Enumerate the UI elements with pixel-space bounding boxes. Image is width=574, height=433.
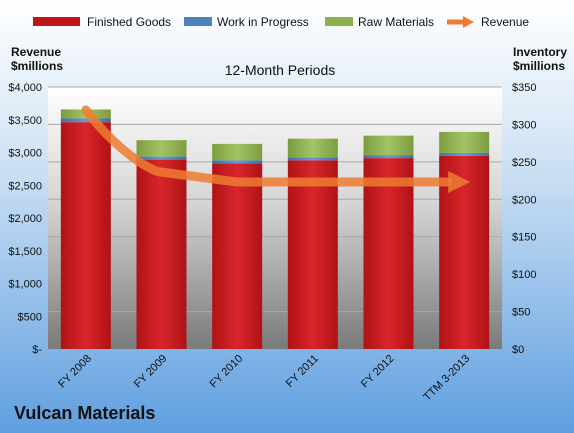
right-tick-label: $350	[512, 82, 536, 94]
left-tick-label: $1,000	[8, 279, 42, 291]
revenue-line	[81, 105, 471, 193]
right-tick-label: $50	[512, 307, 530, 319]
bar-finished-goods	[287, 160, 338, 349]
company-name: Vulcan Materials	[14, 403, 156, 423]
bar-raw-materials	[136, 140, 187, 157]
legend-label-raw-materials: Raw Materials	[358, 15, 434, 29]
bar-finished-goods	[212, 163, 263, 349]
bar-raw-materials	[363, 135, 414, 156]
bar-finished-goods	[136, 159, 187, 349]
right-axis-label-units: $millions	[513, 59, 565, 73]
bar-finished-goods	[439, 155, 490, 349]
bar-raw-materials	[439, 131, 490, 153]
right-axis-ticks: $0 $50 $100 $150 $200 $250 $300 $350	[512, 82, 536, 356]
plot-area	[48, 87, 502, 349]
right-axis-label: Inventory	[513, 45, 567, 59]
bar-work-in-progress	[212, 160, 263, 164]
right-tick-label: $0	[512, 344, 524, 356]
left-tick-label: $3,500	[8, 115, 42, 127]
right-tick-label: $100	[512, 269, 536, 281]
bar-finished-goods	[363, 158, 414, 349]
legend-swatch-revenue	[447, 16, 474, 28]
chart-title: 12-Month Periods	[225, 62, 336, 78]
legend-label-work-in-progress: Work in Progress	[217, 15, 309, 29]
bar-work-in-progress	[439, 152, 490, 156]
bars	[60, 109, 490, 349]
legend-label-finished-goods: Finished Goods	[87, 15, 171, 29]
bar-work-in-progress	[136, 156, 187, 160]
gridlines	[48, 86, 502, 313]
legend-label-revenue: Revenue	[481, 15, 529, 29]
left-tick-label: $3,000	[8, 148, 42, 160]
bar-finished-goods	[60, 122, 111, 349]
legend-swatch-work-in-progress	[184, 17, 212, 26]
left-tick-label: $2,500	[8, 180, 42, 192]
left-axis-label: Revenue	[11, 45, 61, 59]
right-tick-label: $200	[512, 194, 536, 206]
revenue-arrowhead	[448, 170, 471, 193]
right-tick-label: $150	[512, 232, 536, 244]
left-tick-label: $-	[32, 344, 42, 356]
left-axis-ticks: $- $500 $1,000 $1,500 $2,000 $2,500 $3,000 $3,5…	[8, 82, 42, 356]
bar-work-in-progress	[363, 155, 414, 159]
left-tick-label: $500	[18, 311, 42, 323]
legend: Finished Goods Work in Progress Raw Mate…	[33, 15, 529, 29]
bar-raw-materials	[287, 138, 338, 158]
left-tick-label: $4,000	[8, 82, 42, 94]
right-tick-label: $300	[512, 119, 536, 131]
legend-swatch-raw-materials	[325, 17, 353, 26]
left-tick-label: $1,500	[8, 246, 42, 258]
right-tick-label: $250	[512, 157, 536, 169]
revenue-series-line	[81, 105, 453, 187]
bar-raw-materials	[212, 143, 263, 161]
bar-work-in-progress	[287, 157, 338, 161]
legend-swatch-finished-goods	[33, 17, 80, 26]
bar-work-in-progress	[60, 118, 111, 123]
left-axis-label-units: $millions	[11, 59, 63, 73]
left-tick-label: $2,000	[8, 213, 42, 225]
